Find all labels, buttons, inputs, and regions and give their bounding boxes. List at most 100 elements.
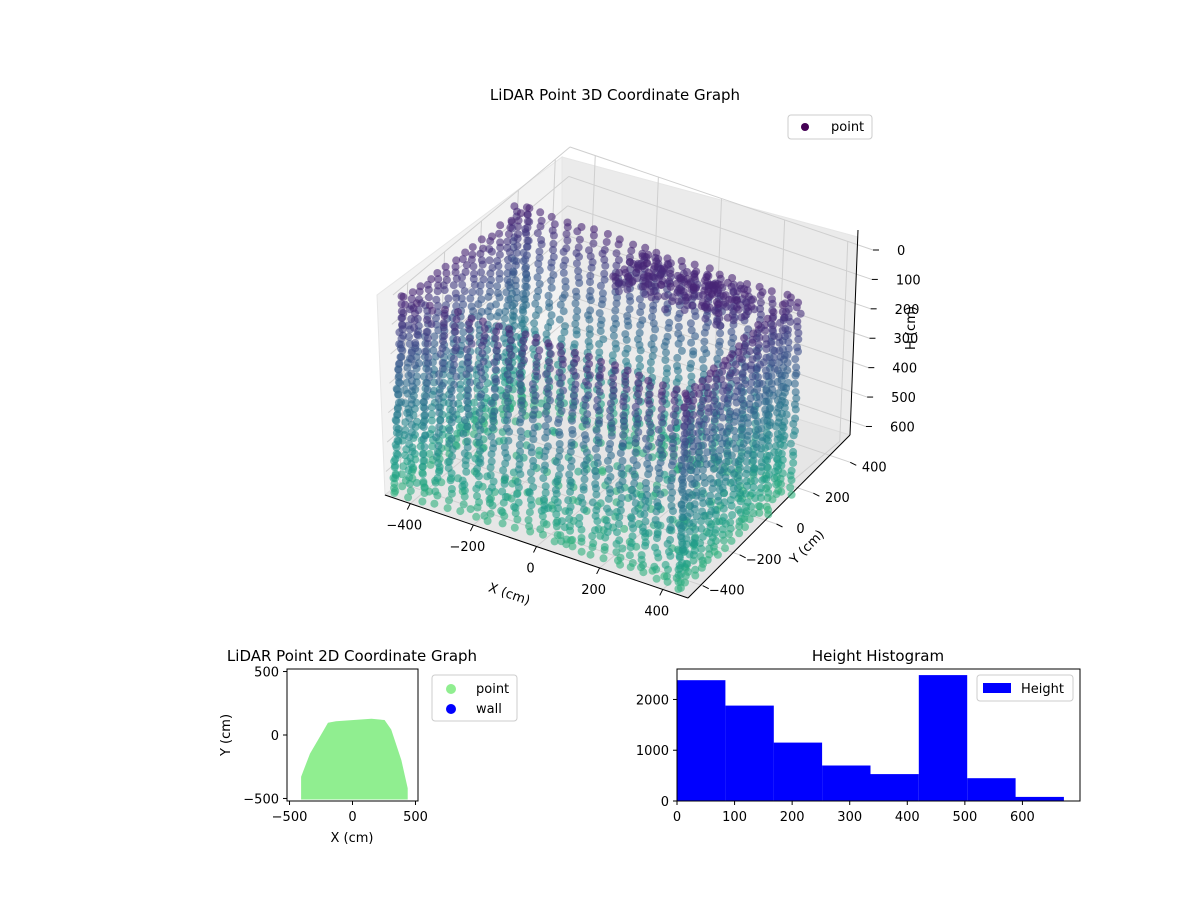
point-3d [541,409,550,418]
point-3d [647,293,656,302]
point-3d [463,422,472,431]
point-3d [764,481,773,490]
point-3d [694,428,703,437]
point-3d [503,243,512,252]
point-3d [646,428,655,437]
point-3d [714,492,723,501]
point-3d [407,348,416,357]
point-3d [691,571,700,580]
point-3d [535,247,544,256]
point-3d [731,458,740,467]
point-3d [631,499,640,508]
point-3d [487,432,496,441]
x-axis-label-3d: X (cm) [486,581,532,609]
point-3d [625,436,634,445]
point-3d [689,347,698,356]
point-3d [544,323,553,332]
point-3d [790,400,799,409]
point-3d [658,397,667,406]
x-tick-label-histogram: 600 [1010,810,1035,825]
point-3d [697,383,706,392]
point-3d [456,507,465,516]
point-3d [700,345,709,354]
point-3d [407,355,416,363]
point-3d [578,498,587,507]
point-3d [441,262,450,271]
point-3d [491,375,500,383]
z-axis-label-3d: H (cm) [904,306,919,350]
point-3d [740,341,749,350]
point-3d [495,308,504,317]
point-3d [755,508,764,517]
point-3d [616,553,625,562]
point-3d [669,450,678,459]
point-3d [715,337,724,346]
point-3d [632,434,641,443]
point-3d [530,326,539,335]
point-3d [615,481,624,490]
point-3d [677,500,686,509]
point-3d [786,439,795,448]
point-3d [592,402,601,411]
point-3d [405,414,414,423]
point-3d [674,565,683,574]
point-3d [772,480,781,489]
point-3d [394,365,403,374]
point-3d [520,356,528,365]
point-3d [393,385,402,394]
point-3d [543,384,552,393]
point-3d [706,491,715,500]
point-3d [750,463,759,472]
point-3d [614,287,623,296]
legend-marker-point-3d [801,123,809,131]
point-3d [474,432,483,441]
point-3d [549,231,558,240]
point-3d [595,340,604,349]
point-3d [630,479,639,488]
point-3d [627,520,636,529]
point-3d [651,325,660,334]
point-3d [611,314,619,323]
point-3d [728,511,737,519]
point-3d [677,273,685,282]
point-3d [758,288,767,297]
point-3d [622,357,631,366]
point-3d [612,299,621,308]
point-3d [792,394,801,403]
point-3d [423,385,432,394]
point-3d [691,332,700,341]
point-3d [786,483,795,492]
y-tick-label-2d: −500 [243,792,279,807]
point-3d [553,498,562,507]
point-3d [458,476,467,485]
point-3d [553,477,562,486]
point-3d [453,429,462,438]
point-3d [751,440,760,449]
point-3d [661,560,670,569]
point-3d [580,416,589,425]
point-3d [641,503,650,512]
point-3d [743,465,752,474]
point-3d [552,510,561,519]
point-3d [674,339,683,348]
point-3d [748,372,757,381]
histogram-bar [918,675,968,801]
point-3d [517,433,526,442]
point-3d [631,402,640,411]
point-3d [521,264,530,273]
point-3d [642,434,650,443]
ticks-2d: −500 0 500 −500 0 500 [243,666,428,825]
point-3d [468,288,477,297]
point-3d [631,409,640,418]
point-3d [586,286,595,295]
point-3d [793,343,802,352]
point-3d [741,380,750,389]
point-3d [780,431,789,440]
point-3d [698,396,707,405]
point-3d [582,377,590,386]
point-3d [705,264,714,273]
point-3d [516,415,525,424]
point-3d [428,442,437,451]
point-3d [772,455,781,463]
point-3d [780,403,789,412]
